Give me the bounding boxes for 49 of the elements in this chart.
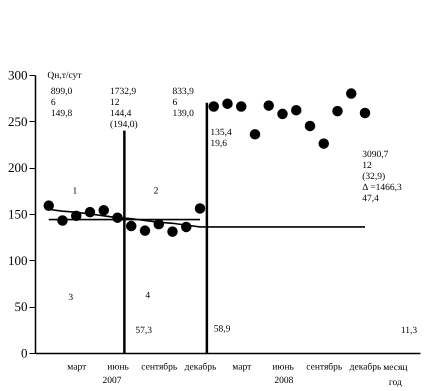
point	[304, 120, 316, 132]
point	[194, 203, 206, 214]
annotation: 899,0 6 149,8	[50, 87, 72, 120]
annotation: 2	[154, 186, 159, 196]
annotation: 3090,7 12 (32,9) Δ =1466,3 47,4	[362, 150, 402, 204]
point	[346, 88, 356, 99]
x-tick-label: декабрь	[184, 362, 217, 372]
annotation: 1	[72, 186, 78, 196]
x-tick-label: март	[232, 362, 252, 372]
point	[140, 225, 150, 236]
point	[264, 100, 274, 111]
annotation: 4	[145, 290, 150, 301]
x-tick-label: сентябрь	[306, 362, 343, 372]
x-axis-title: месяц год	[383, 363, 408, 388]
y-tick-label: 250	[8, 114, 28, 129]
y-tick-label: 200	[8, 160, 28, 176]
annotation: 3	[68, 292, 74, 303]
point	[332, 106, 343, 116]
text: 2008	[274, 376, 294, 386]
point	[222, 98, 233, 109]
point	[44, 200, 54, 211]
x-tick-label: декабрь	[350, 362, 382, 372]
y-axis-title: Qн,т/сут	[47, 71, 82, 81]
point	[250, 129, 260, 140]
point	[167, 226, 178, 237]
y-tick-label: 300	[8, 68, 28, 82]
text: 2007	[102, 376, 122, 386]
point	[360, 108, 370, 118]
annotation: 135,4 19,6	[210, 128, 232, 149]
x-tick-label: сентябрь	[141, 362, 178, 372]
annotation: 11,3	[400, 326, 418, 336]
annotation: 58,9	[214, 324, 231, 334]
y-tick-label: 100	[8, 252, 28, 268]
annotation: 1732,9 12 144,4 (194,0)	[110, 87, 138, 130]
point	[236, 101, 246, 112]
point	[208, 101, 219, 112]
point	[98, 205, 109, 216]
y-tick-label: 50	[14, 299, 28, 314]
point	[291, 104, 302, 116]
point	[126, 220, 136, 232]
x-tick-label: июнь	[107, 362, 130, 372]
annotation: 833,9 6 139,0	[172, 87, 194, 120]
point	[318, 138, 329, 149]
x-tick-label: июнь	[272, 362, 294, 372]
x-tick-label: март	[67, 362, 88, 372]
annotation: 57,3	[135, 326, 152, 336]
y-tick-label: 0	[21, 346, 28, 360]
point	[277, 108, 288, 120]
y-tick-label: 150	[8, 206, 28, 222]
